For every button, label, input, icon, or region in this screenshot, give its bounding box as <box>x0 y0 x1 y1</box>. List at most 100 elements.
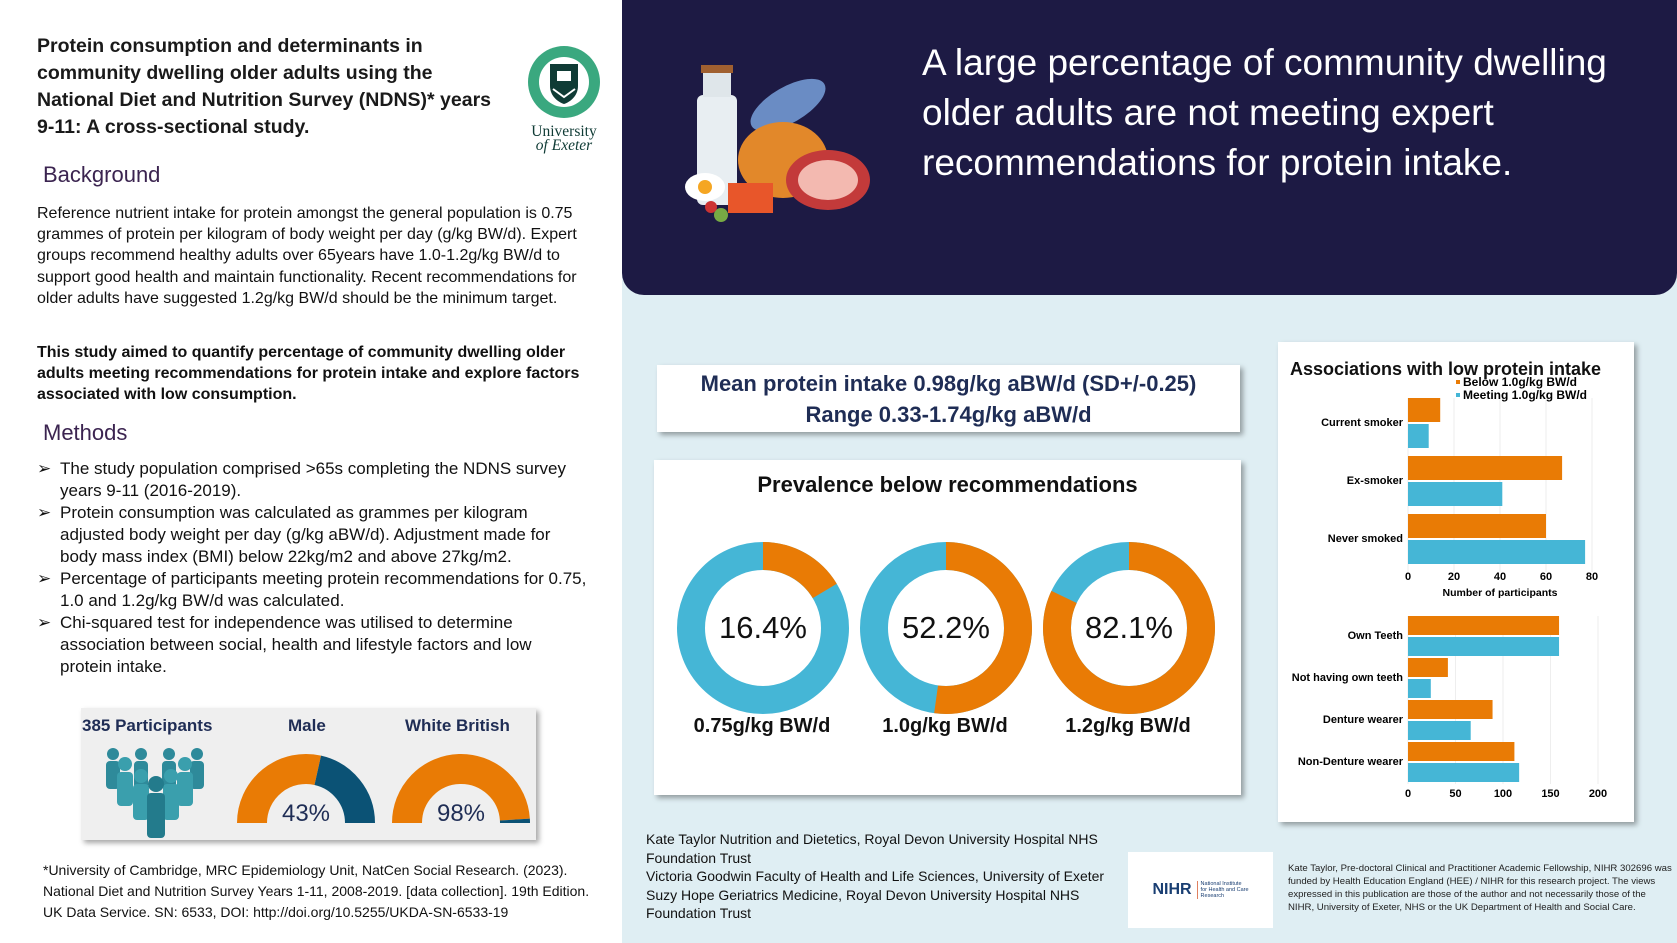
bar <box>1408 616 1560 635</box>
associations-title: Associations with low protein intake <box>1290 359 1602 379</box>
logo-line-1: University <box>531 123 597 140</box>
legend-label: Meeting 1.0g/kg BW/d <box>1463 388 1587 402</box>
bullet-text: Protein consumption was calculated as gr… <box>60 503 551 566</box>
bar <box>1408 721 1471 740</box>
study-aim: This study aimed to quantify percentage … <box>37 344 580 404</box>
legend-swatch <box>1456 393 1460 397</box>
participants-count: 385 Participants <box>82 716 213 735</box>
donut-value: 82.1% <box>1085 610 1173 645</box>
white-british-label: White British <box>405 716 510 735</box>
methods-list: ➢ The study population comprised >65s com… <box>37 458 587 678</box>
bullet-text: Percentage of participants meeting prote… <box>60 569 587 610</box>
x-tick-label: 20 <box>1448 571 1460 583</box>
nihr-logo: NIHR National Institute for Health and C… <box>1128 852 1273 928</box>
bar <box>1408 424 1429 448</box>
methods-heading: Methods <box>43 420 128 445</box>
x-axis-label: Number of participants <box>1443 587 1558 599</box>
logo-wordmark: University of Exeter <box>522 123 606 154</box>
bar <box>1408 763 1520 782</box>
category-label: Not having own teeth <box>1292 672 1404 684</box>
bar <box>1408 540 1586 564</box>
affiliation: Victoria Goodwin Faculty of Health and L… <box>646 868 1105 884</box>
bar <box>1408 637 1560 656</box>
category-label: Denture wearer <box>1323 714 1404 726</box>
category-label: Never smoked <box>1328 533 1403 545</box>
category-label: Non-Denture wearer <box>1298 756 1404 768</box>
x-tick-label: 0 <box>1405 788 1411 800</box>
crest-icon <box>528 46 600 118</box>
bar <box>1408 679 1431 698</box>
protein-foods-illustration <box>663 55 881 233</box>
white-british-gauge <box>392 754 530 824</box>
nihr-full-name: National Institute for Health and Care R… <box>1196 881 1249 899</box>
donut-label: 0.75g/kg BW/d <box>693 715 831 737</box>
associations-panel: Associations with low protein intake 0 20… <box>1278 342 1634 822</box>
prevalence-title: Prevalence below recommendations <box>757 472 1138 497</box>
participants-panel: 385 Participants Male White British 43% … <box>81 708 536 840</box>
methods-bullet: ➢ Chi-squared test for independence was u… <box>37 612 587 678</box>
range-text: Range 0.33-1.74g/kg aBW/d <box>805 402 1092 427</box>
bar <box>1408 700 1493 719</box>
category-label: Own Teeth <box>1348 630 1404 642</box>
arrow-bullet-icon: ➢ <box>37 613 52 632</box>
white-british-percent: 98% <box>436 800 486 827</box>
prevalence-panel: Prevalence below recommendations 0.75g/k… <box>654 460 1241 795</box>
people-group-icon <box>106 748 204 838</box>
category-label: Ex-smoker <box>1347 475 1404 487</box>
methods-bullet: ➢ Percentage of participants meeting prot… <box>37 568 587 612</box>
university-of-exeter-logo: University of Exeter <box>522 44 606 154</box>
x-tick-label: 60 <box>1540 571 1552 583</box>
x-tick-label: 80 <box>1586 571 1598 583</box>
donut-below-segment <box>762 542 837 599</box>
bullet-text: Chi-squared test for independence was ut… <box>60 613 532 676</box>
prevalence-donut-chart <box>677 542 1215 714</box>
category-label: Current smoker <box>1321 417 1404 429</box>
bar <box>1408 742 1515 761</box>
bar <box>1408 456 1563 480</box>
methods-bullet: ➢ The study population comprised >65s com… <box>37 458 587 502</box>
x-tick-label: 0 <box>1405 571 1411 583</box>
donut-below-segment <box>934 542 1032 714</box>
bar <box>1408 398 1441 422</box>
bar <box>1408 658 1448 677</box>
mean-intake-box: Mean protein intake 0.98g/kg aBW/d (SD+/… <box>657 365 1240 432</box>
mean-intake-text: Mean protein intake 0.98g/kg aBW/d (SD+/… <box>700 371 1197 396</box>
funding-statement: Kate Taylor, Pre-doctoral Clinical and P… <box>1288 863 1672 913</box>
x-tick-label: 40 <box>1494 571 1506 583</box>
x-tick-label: 200 <box>1589 788 1607 800</box>
methods-bullet: ➢ Protein consumption was calculated as g… <box>37 502 587 568</box>
arrow-bullet-icon: ➢ <box>37 569 52 588</box>
x-tick-label: 100 <box>1494 788 1512 800</box>
gauge-value-arc <box>313 755 375 824</box>
male-percent: 43% <box>281 800 331 827</box>
legend-swatch <box>1456 380 1460 384</box>
gauge-remainder-arc <box>237 754 322 824</box>
legend-label: Below 1.0g/kg BW/d <box>1463 375 1577 389</box>
x-tick-label: 150 <box>1541 788 1559 800</box>
donut-value: 16.4% <box>719 610 807 645</box>
bullet-text: The study population comprised >65s comp… <box>60 459 567 500</box>
donut-value: 52.2% <box>902 610 990 645</box>
background-text: Reference nutrient intake for protein am… <box>37 205 577 307</box>
affiliation: Kate Taylor Nutrition and Dietetics, Roy… <box>646 831 1098 866</box>
associations-bar-charts: 0 20 40 60 80 Current smoker Ex-smoker Never sm… <box>1292 375 1607 800</box>
data-citation: *University of Cambridge, MRC Epidemiolo… <box>43 862 590 920</box>
gauge-value-arc <box>392 754 530 824</box>
poster-title: Protein consumption and determinants in … <box>37 35 492 138</box>
male-label: Male <box>288 716 326 735</box>
bar <box>1408 482 1503 506</box>
donut-label: 1.0g/kg BW/d <box>882 715 1008 737</box>
nihr-abbr: NIHR <box>1152 881 1192 898</box>
logo-line-2: of Exeter <box>535 137 593 154</box>
arrow-bullet-icon: ➢ <box>37 459 52 478</box>
key-message: A large percentage of community dwelling… <box>922 42 1607 183</box>
x-tick-label: 50 <box>1449 788 1461 800</box>
donut-below-segment <box>1043 542 1215 714</box>
author-affiliations: Kate Taylor Nutrition and Dietetics, Roy… <box>646 830 1126 923</box>
donut-label: 1.2g/kg BW/d <box>1065 715 1191 737</box>
male-gauge <box>237 754 375 824</box>
background-heading: Background <box>43 162 161 187</box>
affiliation: Suzy Hope Geriatrics Medicine, Royal Dev… <box>646 886 1080 922</box>
arrow-bullet-icon: ➢ <box>37 503 52 522</box>
bar <box>1408 514 1546 538</box>
